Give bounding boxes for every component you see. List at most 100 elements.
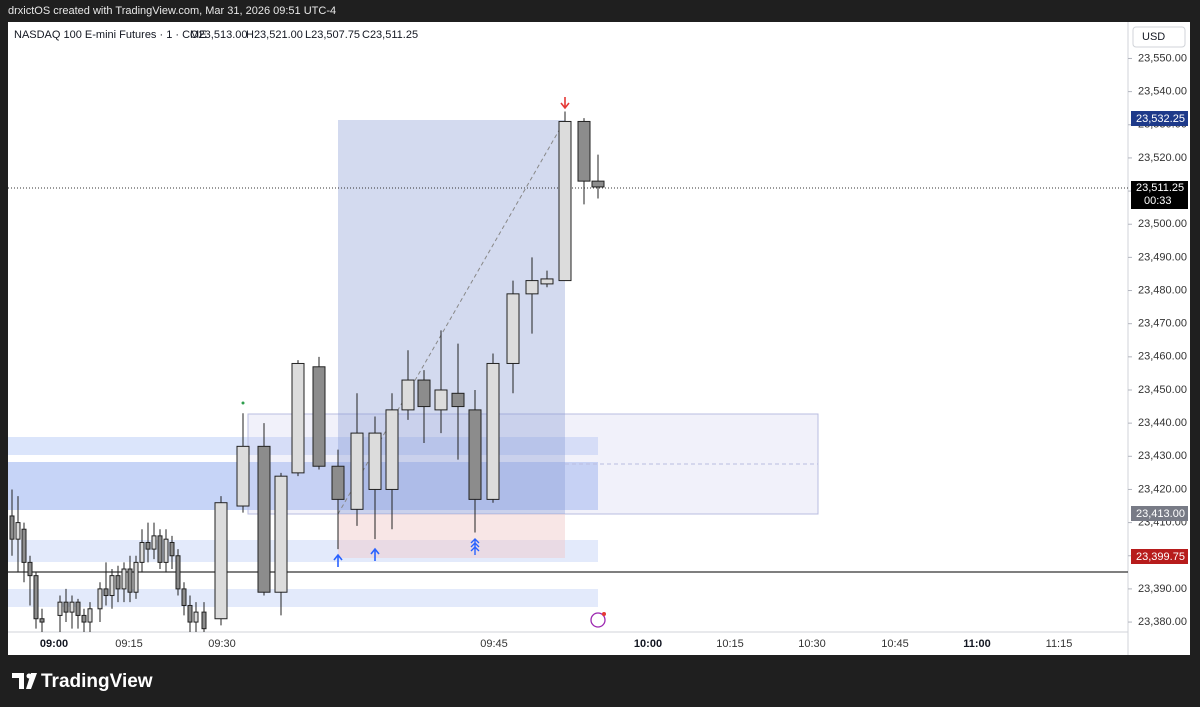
y-tick-label: 23,470.00 (1138, 318, 1187, 330)
candle-body (121, 568, 127, 590)
candle-body (331, 465, 345, 500)
candle-body (385, 409, 399, 490)
candle-body (21, 528, 27, 563)
badge (1131, 506, 1188, 521)
candle-body (115, 575, 121, 590)
badge (1131, 181, 1188, 209)
candle-body (350, 432, 364, 510)
candle-body (591, 180, 605, 188)
candle-body (145, 541, 151, 550)
candle-body (274, 475, 288, 593)
candle-body (81, 614, 87, 623)
signals (241, 97, 606, 628)
candle-body (486, 362, 500, 500)
price-badges: 23,532.25 23,511.25 00:33 23,413.00 23,3… (1131, 111, 1188, 564)
candle-body (236, 445, 250, 507)
candles (9, 111, 605, 632)
dot (241, 401, 245, 405)
event-dot (602, 612, 606, 616)
candle-body (127, 568, 133, 593)
candle-body (468, 409, 482, 500)
y-tick-label: 23,440.00 (1138, 417, 1187, 429)
candle-body (540, 278, 554, 285)
candle-body (175, 555, 181, 590)
candle-body (27, 561, 33, 577)
candle-body (506, 293, 520, 364)
candle-body (525, 280, 539, 295)
y-tick-label: 23,480.00 (1138, 284, 1187, 296)
candle-body (401, 379, 415, 411)
candle-body (133, 561, 139, 593)
legend-low: L23,507.75 (305, 29, 360, 41)
badge-lower: 23,399.75 (1136, 551, 1185, 563)
legend-open: O23,513.00 (190, 29, 248, 41)
candle-body (417, 379, 431, 408)
candle-body (87, 608, 93, 623)
x-tick-label: 10:45 (881, 638, 909, 650)
candle-body (169, 541, 175, 557)
badge-last: 23,511.25 (1136, 182, 1184, 194)
candle-body (57, 601, 63, 616)
candle-body (97, 588, 103, 610)
legend-symbol: NASDAQ 100 E-mini Futures · 1 · CME (14, 29, 207, 41)
candle-body (193, 611, 199, 623)
y-tick-label: 23,500.00 (1138, 218, 1187, 230)
candle-body (33, 575, 39, 620)
badge (1131, 549, 1188, 564)
legend-close: C23,511.25 (362, 29, 418, 41)
sell-arrow (560, 97, 570, 110)
y-tick-label: 23,540.00 (1138, 86, 1187, 98)
zone (8, 589, 598, 607)
header: drxictOS created with TradingView.com, M… (8, 5, 336, 17)
candle-body (257, 445, 271, 593)
buy-arrow (470, 538, 480, 555)
candle-body (434, 389, 448, 411)
candle-body (577, 120, 591, 182)
x-tick-label: 09:15 (115, 638, 143, 650)
y-tick-label: 23,390.00 (1138, 583, 1187, 595)
badge-mid: 23,413.00 (1136, 508, 1185, 520)
candle-body (63, 601, 69, 613)
time-axis: 09:00 09:15 09:30 09:45 10:00 10:15 10:30 10:45… (40, 638, 1072, 650)
candle-body (15, 522, 21, 540)
event-icon (590, 612, 606, 628)
x-tick-label: 09:00 (40, 638, 68, 650)
buy-arrow (370, 547, 380, 561)
badge-upper: 23,532.25 (1136, 113, 1185, 125)
x-tick-label: 09:45 (480, 638, 508, 650)
y-tick-label: 23,420.00 (1138, 483, 1187, 495)
candle-body (214, 502, 228, 620)
x-tick-label: 11:00 (963, 638, 991, 650)
y-tick-label: 23,450.00 (1138, 384, 1187, 396)
candle-body (157, 535, 163, 563)
x-tick-label: 10:00 (634, 638, 662, 650)
x-tick-label: 09:30 (208, 638, 236, 650)
y-tick-label: 23,520.00 (1138, 152, 1187, 164)
buy-arrow (333, 553, 343, 567)
x-tick-label: 10:30 (798, 638, 826, 650)
candle-body (39, 618, 45, 623)
currency-button[interactable] (1132, 26, 1186, 48)
candle-body (201, 611, 207, 630)
y-tick-label: 23,490.00 (1138, 251, 1187, 263)
y-tick-label: 23,460.00 (1138, 351, 1187, 363)
badge-countdown: 00:33 (1144, 195, 1172, 207)
y-tick-label: 23,550.00 (1138, 52, 1187, 64)
badge (1131, 111, 1188, 126)
candle-body (558, 120, 572, 282)
candle-body (181, 588, 187, 606)
candle-body (75, 601, 81, 616)
candle-body (451, 392, 465, 408)
brand: TradingView (12, 671, 153, 692)
legend-high: H23,521.00 (246, 29, 303, 41)
y-tick-label: 23,430.00 (1138, 450, 1187, 462)
candle-body (69, 601, 75, 613)
candle-body (187, 604, 193, 623)
x-tick-label: 11:15 (1046, 638, 1073, 650)
y-tick-label: 23,380.00 (1138, 616, 1187, 628)
currency[interactable]: USD (1142, 31, 1165, 43)
logo-dot (26, 673, 32, 679)
stop-box (338, 514, 565, 558)
candle-body (312, 366, 326, 467)
